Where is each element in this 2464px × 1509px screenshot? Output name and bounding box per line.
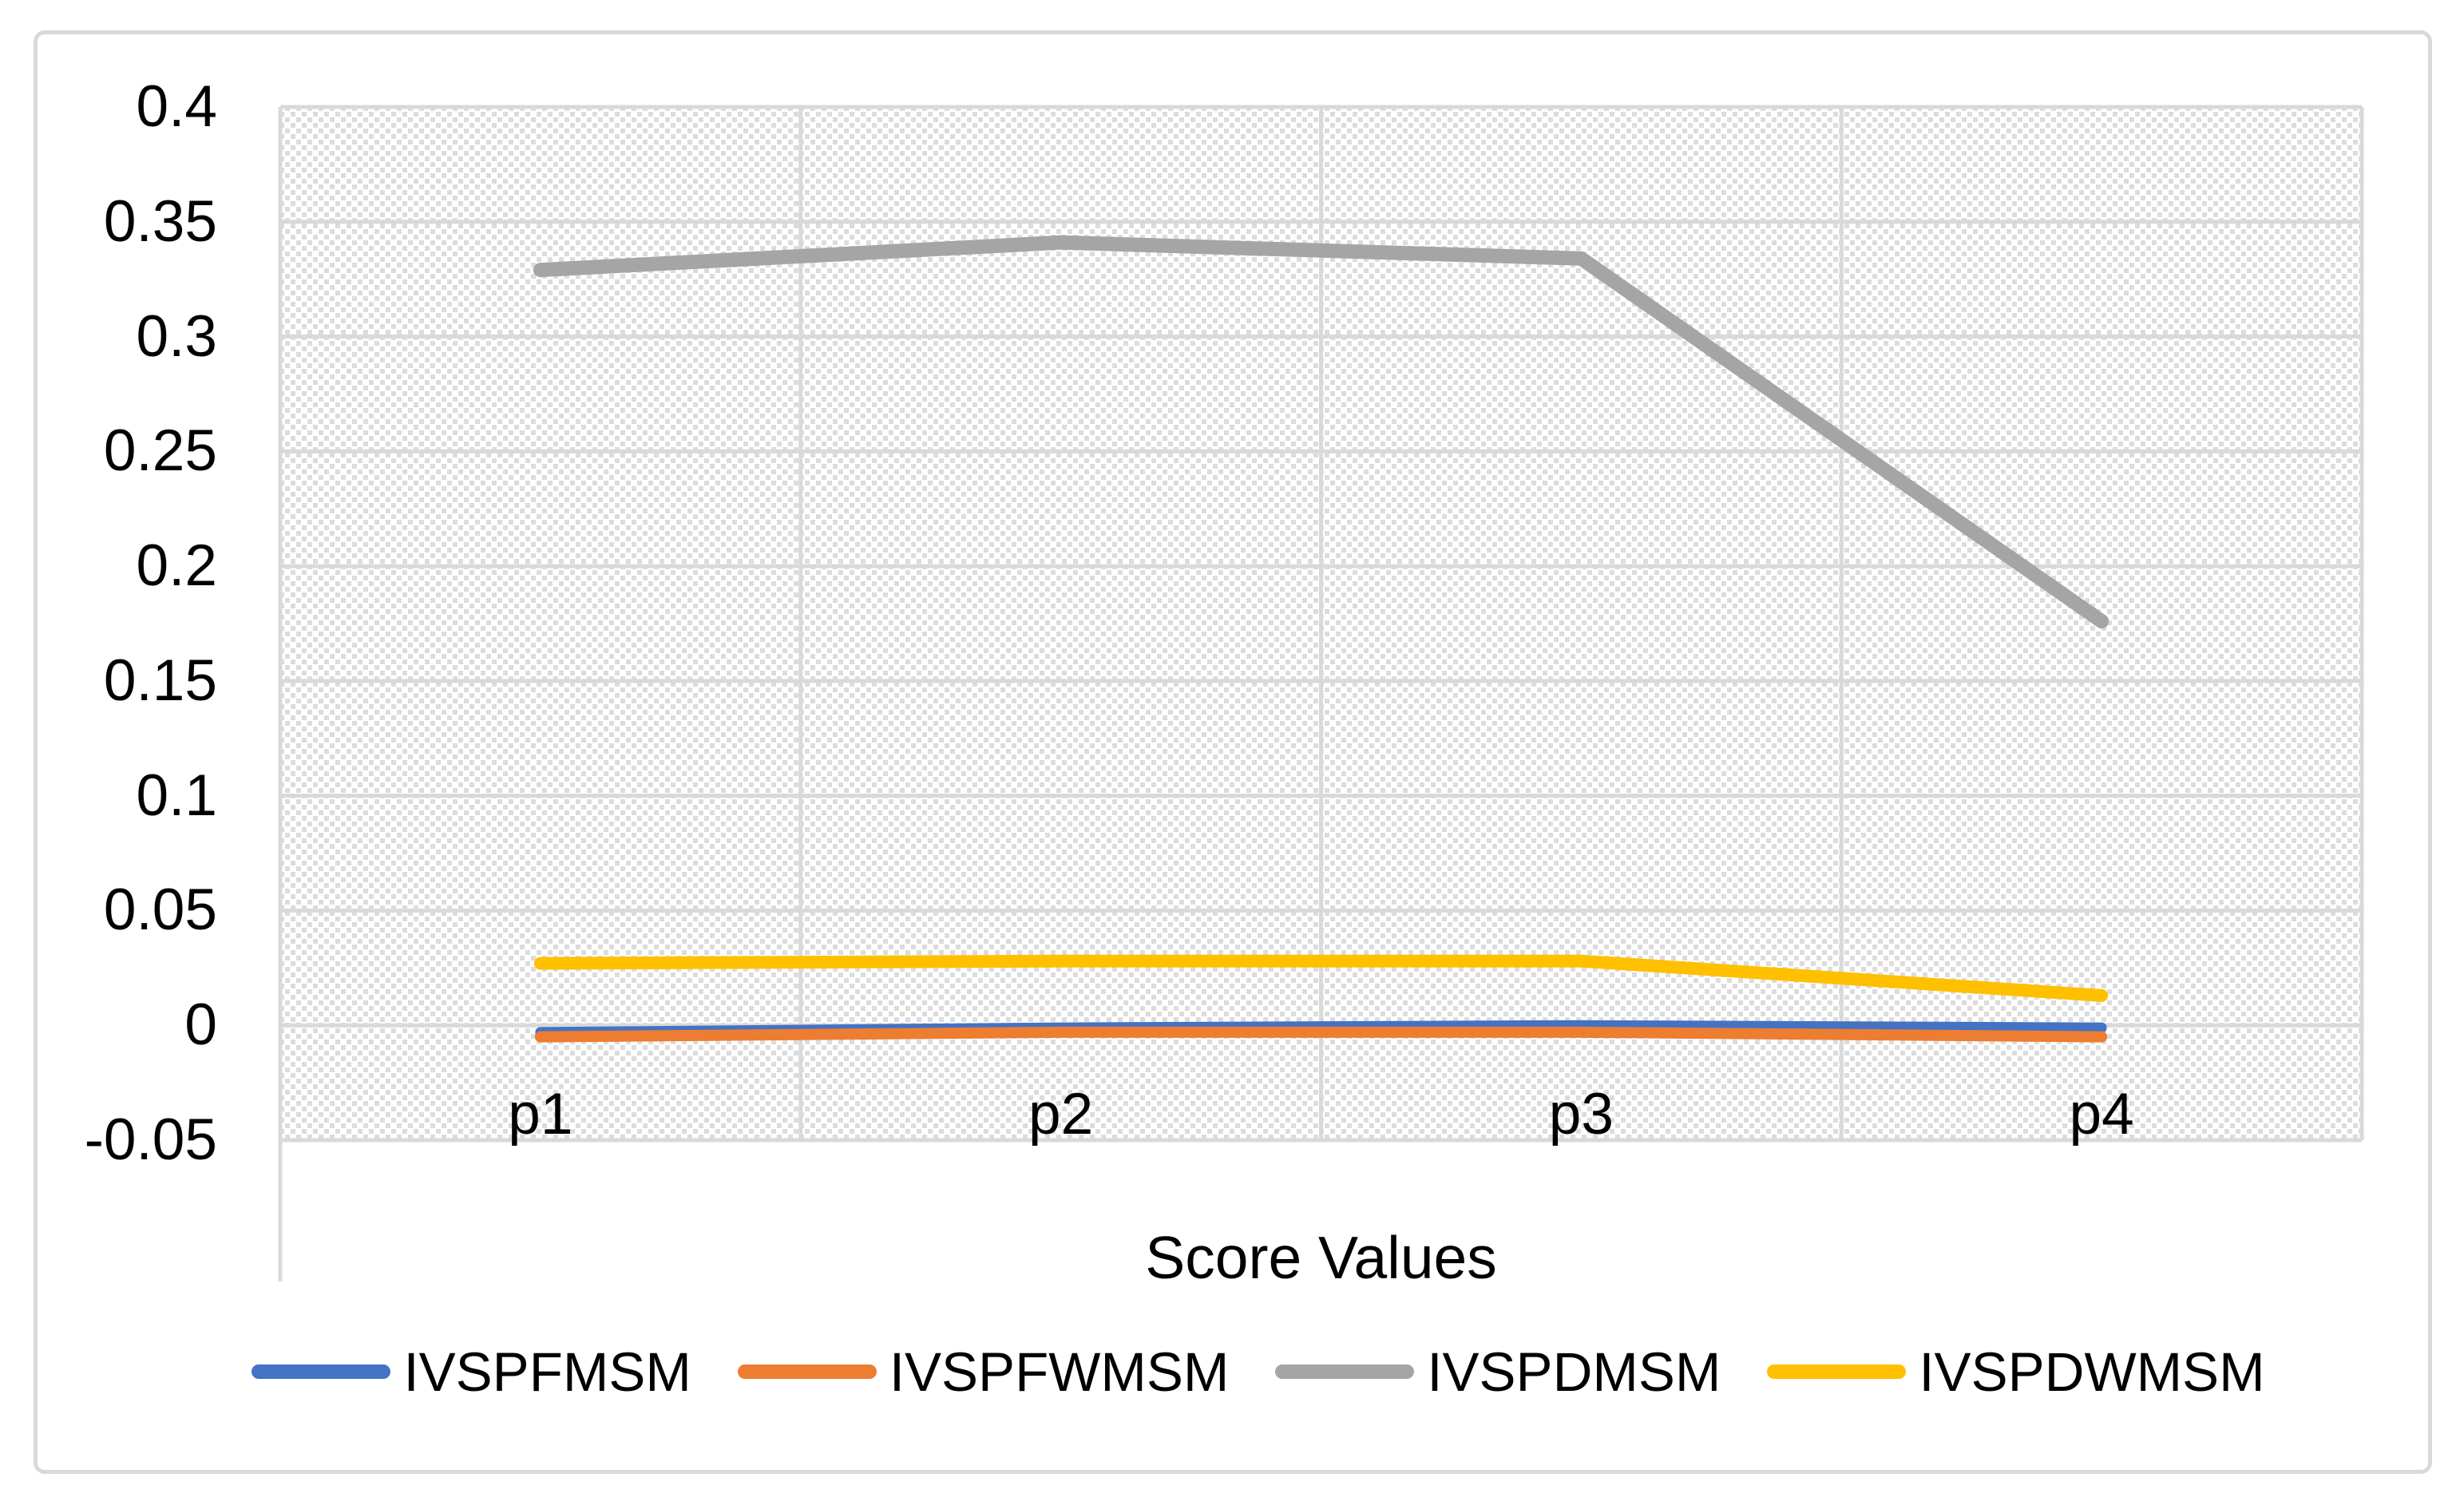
x-category-label: p4 <box>2069 1082 2134 1147</box>
x-category-label: p1 <box>508 1082 573 1147</box>
y-tick-label: 0 <box>184 992 217 1058</box>
legend-line-marker <box>1275 1364 1415 1379</box>
x-category-label: p2 <box>1028 1082 1094 1147</box>
legend-label: IVSPDMSM <box>1427 1341 1721 1403</box>
x-axis-title-text: Score Values <box>1145 1224 1497 1291</box>
legend-label: IVSPFMSM <box>403 1341 691 1403</box>
y-tick-label: -0.05 <box>84 1107 217 1172</box>
series-line-IVSPFWMSM <box>534 1026 2108 1043</box>
y-tick-label: 0.25 <box>103 418 217 484</box>
legend-label: IVSPFWMSM <box>889 1341 1230 1403</box>
legend-item-IVSPDWMSM: IVSPDWMSM <box>1767 1341 2265 1404</box>
legend-line-marker <box>737 1364 877 1379</box>
y-tick-label: 0.4 <box>136 74 217 139</box>
legend-item-IVSPDMSM: IVSPDMSM <box>1275 1341 1721 1404</box>
legend-item-IVSPFMSM: IVSPFMSM <box>252 1341 691 1404</box>
y-tick-label: 0.3 <box>136 303 217 369</box>
y-tick-label: 0.35 <box>103 188 217 254</box>
legend-line-marker <box>1767 1364 1907 1379</box>
series-line-IVSPDWMSM <box>533 954 2109 1002</box>
series-line-IVSPDMSM <box>533 235 2109 629</box>
y-tick-label: 0.1 <box>136 762 217 828</box>
x-category-label: p3 <box>1548 1082 1614 1147</box>
x-axis-title: Score Values <box>280 1214 2362 1301</box>
legend-line-marker <box>252 1364 391 1379</box>
y-tick-label: 0.2 <box>136 533 217 599</box>
chart-legend: IVSPFMSM IVSPFWMSM IVSPDMSM IVSPDWMSM <box>26 1321 2464 1423</box>
chart-border-frame <box>34 30 2432 1474</box>
legend-item-IVSPFWMSM: IVSPFWMSM <box>737 1341 1230 1404</box>
legend-label: IVSPDWMSM <box>1919 1341 2265 1403</box>
y-tick-label: 0.15 <box>103 648 217 713</box>
y-tick-label: 0.05 <box>103 877 217 943</box>
